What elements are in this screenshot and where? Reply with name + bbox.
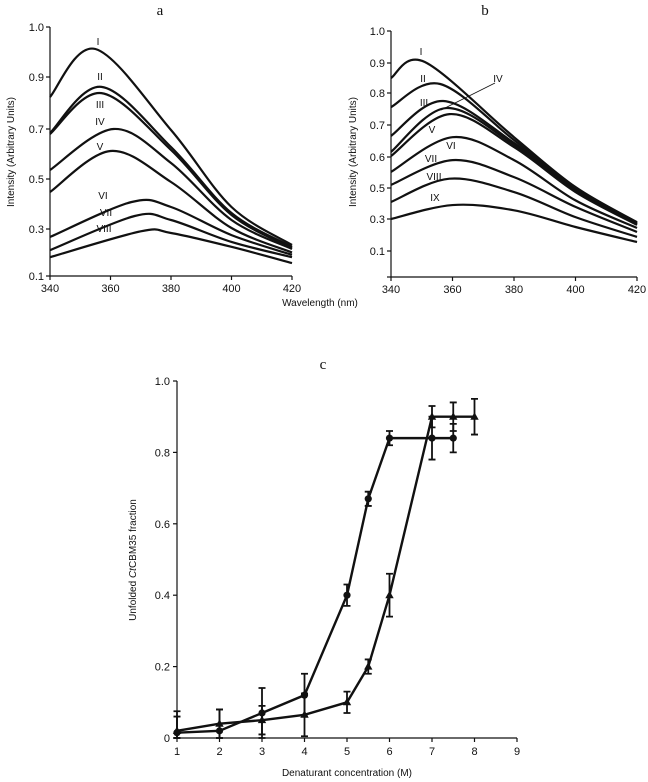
- curve-VIII: [390, 177, 638, 238]
- y-tick-label: 0.9: [370, 58, 385, 70]
- x-tick-label: 400: [222, 283, 240, 295]
- y-tick-label: 0: [164, 733, 170, 745]
- x-tick-label: 400: [566, 284, 584, 296]
- curve-label-VIII: VIII: [96, 224, 111, 235]
- curve-label-II: II: [420, 74, 426, 85]
- data-point-triangle: [470, 412, 479, 420]
- curve-VI: [390, 135, 638, 229]
- x-tick-label: 8: [471, 746, 477, 758]
- y-tick-label: 0.5: [370, 183, 385, 195]
- y-tick-label: 0.4: [155, 590, 170, 602]
- curve-V: [49, 149, 293, 254]
- x-tick-label: 420: [283, 283, 301, 295]
- data-point-circle: [385, 434, 394, 442]
- curve-VI: [49, 198, 293, 256]
- curve-label-II: II: [97, 72, 103, 83]
- curve-IV: [49, 127, 293, 250]
- data-point-triangle: [364, 662, 373, 670]
- data-point-circle: [343, 591, 351, 599]
- curve-II: [49, 85, 293, 248]
- curve-VIII: [49, 228, 293, 265]
- data-point-circle: [364, 495, 372, 503]
- panel-a-ylabel: Intensity (Arbitrary Units): [6, 97, 17, 207]
- x-tick-label: 340: [382, 284, 400, 296]
- y-tick-label: 1.0: [155, 376, 170, 388]
- curve-label-I: I: [420, 47, 423, 58]
- curve-label-IV: IV: [95, 117, 105, 128]
- data-point-circle: [428, 434, 436, 442]
- series-line-circle: [176, 436, 454, 734]
- y-tick-label: 0.3: [370, 214, 385, 226]
- y-tick-label: 0.2: [155, 662, 170, 674]
- label-leader-line: [440, 82, 496, 111]
- curve-label-I: I: [97, 37, 100, 48]
- curve-I: [49, 47, 293, 246]
- data-point-triangle: [449, 412, 458, 420]
- curve-label-V: V: [97, 142, 104, 153]
- x-tick-label: 380: [162, 283, 180, 295]
- y-tick-label: 0.8: [370, 88, 385, 100]
- x-tick-label: 7: [429, 746, 435, 758]
- panel-a-title: a: [157, 3, 164, 19]
- curve-label-VII: VII: [100, 208, 112, 219]
- panel-c-title: c: [320, 357, 327, 373]
- y-tick-label: 0.7: [370, 120, 385, 132]
- curve-label-VI: VI: [446, 141, 455, 152]
- x-tick-label: 5: [344, 746, 350, 758]
- y-tick-label: 0.6: [155, 519, 170, 531]
- y-tick-label: 0.9: [29, 72, 44, 84]
- curve-label-VII: VII: [425, 154, 437, 165]
- curve-label-V: V: [429, 125, 436, 136]
- data-point-triangle: [300, 710, 309, 718]
- data-point-triangle: [427, 412, 437, 420]
- x-tick-label: 360: [443, 284, 461, 296]
- y-tick-label: 0.3: [29, 224, 44, 236]
- data-point-triangle: [342, 697, 352, 706]
- x-tick-label: 9: [514, 746, 520, 758]
- x-tick-label: 6: [386, 746, 392, 758]
- wavelength-axis-label: Wavelength (nm): [282, 298, 358, 309]
- data-point-triangle: [215, 719, 224, 727]
- y-tick-label: 1.0: [29, 22, 44, 34]
- panel-c-ylabel: Unfolded CtCBM35 fraction: [128, 499, 139, 621]
- curve-II: [390, 82, 638, 224]
- y-tick-label: 0.5: [29, 174, 44, 186]
- y-tick-label: 0.7: [29, 124, 44, 136]
- panel-c-xlabel: Denaturant concentration (M): [282, 768, 412, 779]
- x-tick-label: 3: [259, 746, 265, 758]
- data-point-triangle: [257, 715, 267, 724]
- x-tick-label: 2: [216, 746, 222, 758]
- curve-label-VIII: VIII: [426, 172, 441, 183]
- x-tick-label: 1: [174, 746, 180, 758]
- curve-IX: [390, 203, 638, 244]
- x-tick-label: 380: [505, 284, 523, 296]
- panel-b-ylabel: Intensity (Arbitrary Units): [348, 97, 359, 207]
- data-point-triangle: [172, 726, 182, 734]
- curve-label-III: III: [96, 100, 104, 111]
- curve-label-III: III: [420, 98, 428, 109]
- data-point-triangle: [385, 590, 394, 599]
- x-tick-label: 340: [41, 283, 59, 295]
- y-tick-label: 1.0: [370, 26, 385, 38]
- series-line-triangle: [176, 415, 475, 733]
- y-tick-label: 0.1: [29, 271, 44, 283]
- curve-label-VI: VI: [98, 191, 107, 202]
- x-tick-label: 4: [301, 746, 307, 758]
- x-tick-label: 360: [101, 283, 119, 295]
- curve-label-IX: IX: [430, 193, 440, 204]
- curve-VII: [49, 212, 293, 259]
- curve-VII: [390, 158, 638, 233]
- y-tick-label: 0.6: [370, 152, 385, 164]
- y-tick-label: 0.8: [155, 447, 170, 459]
- data-point-circle: [449, 434, 457, 442]
- y-tick-label: 0.1: [370, 246, 385, 258]
- curve-V: [390, 113, 638, 226]
- x-tick-label: 420: [628, 284, 646, 296]
- panel-b-title: b: [481, 3, 489, 19]
- curve-III: [49, 92, 293, 249]
- axis-lines: [176, 381, 517, 739]
- curve-label-IV: IV: [493, 74, 503, 85]
